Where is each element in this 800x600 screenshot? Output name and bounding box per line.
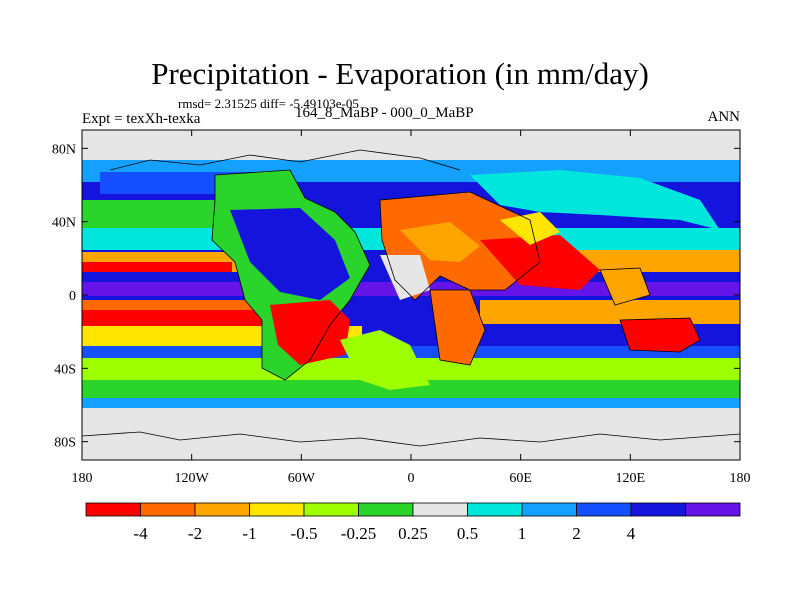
colorbar-swatch	[630, 502, 686, 517]
colorbar-label: 4	[627, 524, 636, 543]
north-pacific-green	[82, 200, 222, 230]
s-pacific-dry-core	[82, 310, 282, 326]
gondwana-east-dry	[430, 290, 485, 365]
colorbar-swatch	[467, 502, 523, 517]
n-pacific-dry-core	[82, 262, 232, 272]
tethys-yellow	[500, 212, 560, 245]
axis-layer: 80N 40N 0 40S 80S 180 120W 60W 0 60E 120E 180	[52, 130, 751, 486]
lon-tick-label: 0	[408, 471, 415, 486]
colorbar-label: -0.5	[291, 524, 318, 543]
southern-ocean-green	[82, 380, 740, 400]
south-pangea-red	[270, 300, 350, 365]
colorbar: -4 -2 -1 -0.5 -0.25 0.25 0.5 1 2 4	[85, 502, 741, 543]
lat-tick-label: 40S	[54, 362, 76, 377]
central-grey-patch	[380, 255, 430, 300]
colorbar-label: -2	[188, 524, 202, 543]
colorbar-label: 1	[518, 524, 527, 543]
colorbar-label: 2	[572, 524, 581, 543]
season-label: ANN	[707, 109, 741, 125]
s-indian-dry	[480, 300, 740, 324]
colorbar-swatch	[140, 502, 196, 517]
central-pangea-orange	[400, 222, 480, 262]
antarctic-zone	[82, 400, 740, 460]
lon-tick-label: 120E	[616, 471, 646, 486]
field-layer	[82, 130, 740, 460]
colorbar-swatch	[358, 502, 414, 517]
lon-tick-label: 60W	[288, 471, 316, 486]
colorbar-label: 0.5	[457, 524, 478, 543]
colorbar-swatch	[576, 502, 632, 517]
lat-tick-label: 0	[69, 289, 76, 304]
lon-tick-label: 60E	[509, 471, 532, 486]
east-island-orange	[600, 268, 650, 305]
colorbar-swatch	[685, 502, 741, 517]
colorbar-swatch	[412, 502, 468, 517]
south-ocean-green-patch	[340, 330, 430, 390]
period-label: 164_8_MaBP - 000_0_MaBP	[295, 105, 474, 121]
lat-tick-label: 80N	[52, 142, 76, 157]
colorbar-swatch	[194, 502, 250, 517]
land-outline	[82, 149, 740, 447]
colorbar-swatch	[249, 502, 305, 517]
lon-tick-label: 180	[730, 471, 751, 486]
colorbar-label: -1	[242, 524, 256, 543]
colorbar-swatch	[85, 502, 141, 517]
colorbar-swatch	[521, 502, 577, 517]
lat-tick-label: 40N	[52, 216, 76, 231]
lon-tick-label: 120W	[175, 471, 210, 486]
laurasia-west-wet	[230, 208, 350, 300]
colorbar-label: -0.25	[341, 524, 376, 543]
lat-tick-label: 80S	[54, 436, 76, 451]
east-island-red	[620, 318, 700, 352]
colorbar-label: -4	[133, 524, 148, 543]
lon-tick-label: 180	[72, 471, 93, 486]
plot-title: Precipitation - Evaporation (in mm/day)	[151, 56, 649, 91]
north-tethys-cyan	[470, 170, 720, 230]
stats-label: rmsd= 2.31525 diff= -5.49103e-05	[178, 96, 359, 111]
experiment-label: Expt = texXh-texka	[82, 111, 201, 127]
southern-ocean-blue	[82, 398, 740, 408]
colorbar-swatch	[303, 502, 359, 517]
colorbar-label: 0.25	[398, 524, 428, 543]
